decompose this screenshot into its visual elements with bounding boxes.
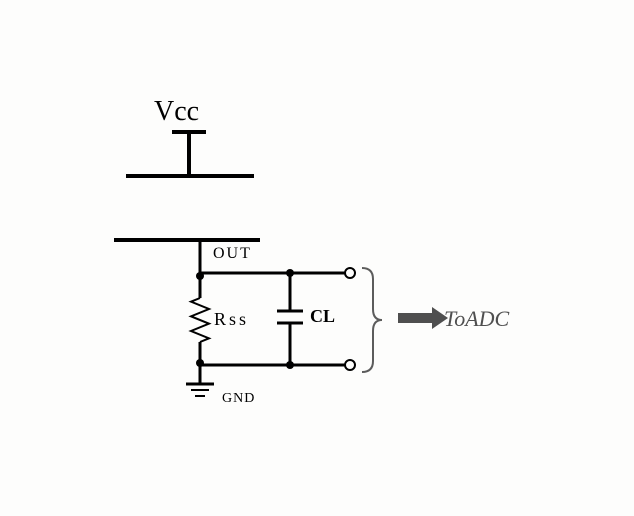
cl-label: CL (310, 306, 335, 326)
rss-label: Rss (214, 309, 249, 329)
gnd-label: GND (222, 391, 255, 406)
toadc-label: ToADC (444, 306, 510, 331)
out-label: OUT (213, 245, 252, 262)
vcc-label: Vcc (154, 96, 199, 127)
